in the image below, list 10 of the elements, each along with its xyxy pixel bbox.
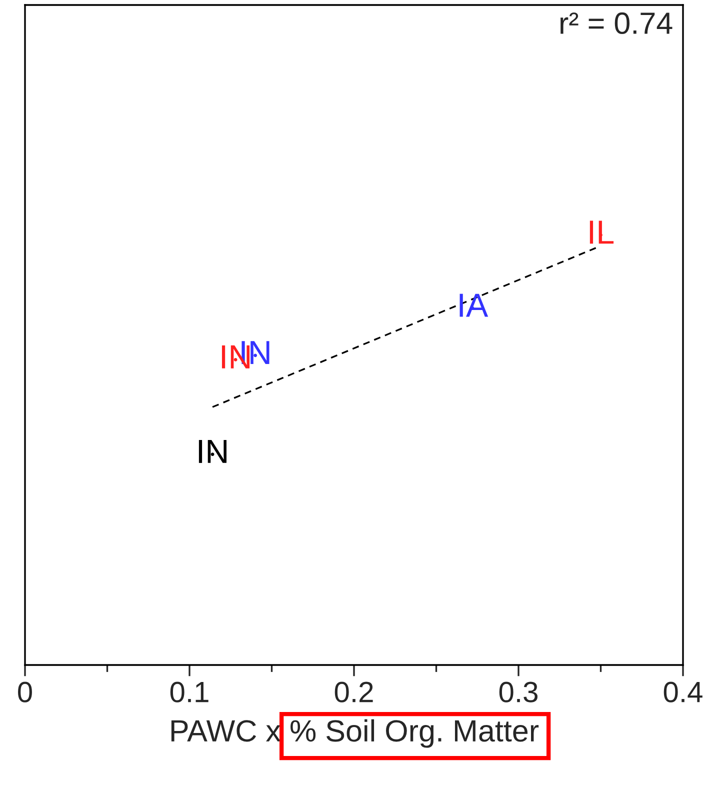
text: r² = 0.74: [560, 12, 672, 34]
series-label: IN: [198, 440, 226, 463]
x-tick-label: 0.4: [664, 682, 702, 702]
x-tick-label: 0.1: [170, 682, 208, 702]
series-label: IL: [590, 220, 614, 244]
x-axis-title: PAWC x % Soil Org. Matter: [171, 719, 539, 748]
x-tick-label: 0.3: [499, 682, 538, 702]
x-tick-label: 0: [18, 682, 32, 702]
x-tick-label: 0.2: [334, 682, 373, 702]
series-label: IA: [460, 294, 488, 317]
